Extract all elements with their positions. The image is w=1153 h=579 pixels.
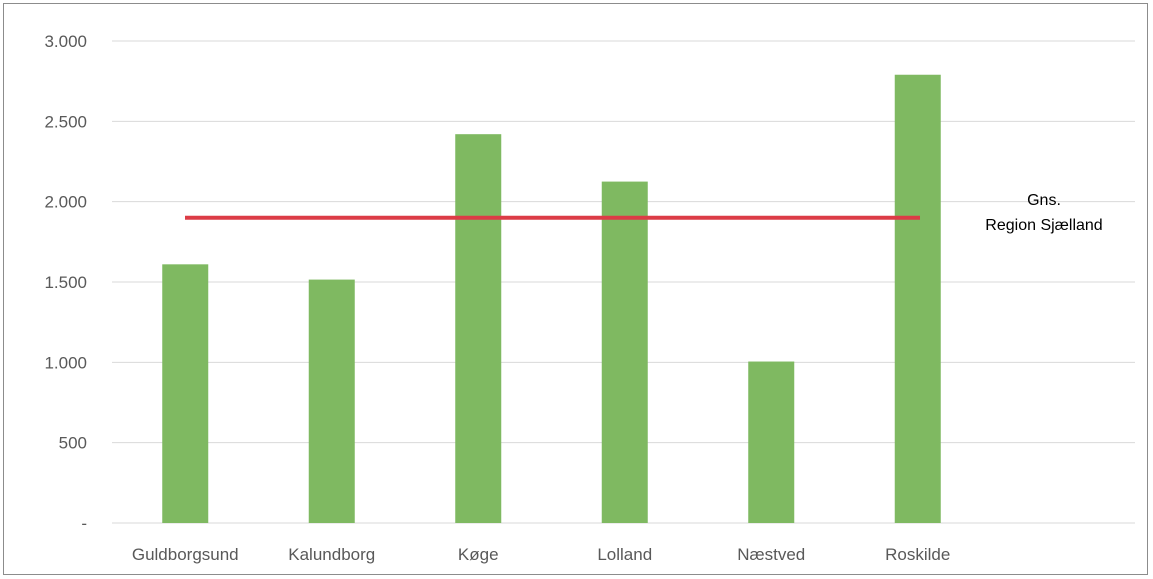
bars [162, 74, 941, 524]
x-tick-label: Lolland [597, 545, 652, 564]
x-tick-label: Køge [458, 545, 499, 564]
x-tick-label: Næstved [737, 545, 805, 564]
x-tick-label: Guldborgsund [132, 545, 239, 564]
x-tick-label: Kalundborg [288, 545, 375, 564]
x-axis-ticks: Guldborgsund Kalundborg Køge Lolland Næstved… [132, 545, 951, 564]
y-axis-ticks: - 500 1.000 1.500 2.000 2.500 3.000 [44, 32, 87, 533]
reference-line-label: Region Sjælland [985, 217, 1102, 234]
bar [601, 181, 648, 524]
y-tick-label: 1.000 [44, 353, 87, 372]
y-tick-label: 1.500 [44, 273, 87, 292]
reference-line-label: Gns. [1027, 192, 1061, 209]
bar [308, 279, 355, 523]
y-tick-label: 2.500 [44, 112, 87, 131]
reference-line-group: Gns. Region Sjælland [185, 192, 1103, 234]
bar [748, 361, 795, 523]
y-tick-label: 3.000 [44, 32, 87, 51]
y-tick-label: 500 [59, 434, 87, 453]
bar [455, 134, 502, 524]
y-tick-label: 2.000 [44, 193, 87, 212]
x-tick-label: Roskilde [885, 545, 950, 564]
bar [894, 74, 941, 524]
y-tick-label: - [81, 514, 87, 533]
bar [162, 264, 209, 523]
